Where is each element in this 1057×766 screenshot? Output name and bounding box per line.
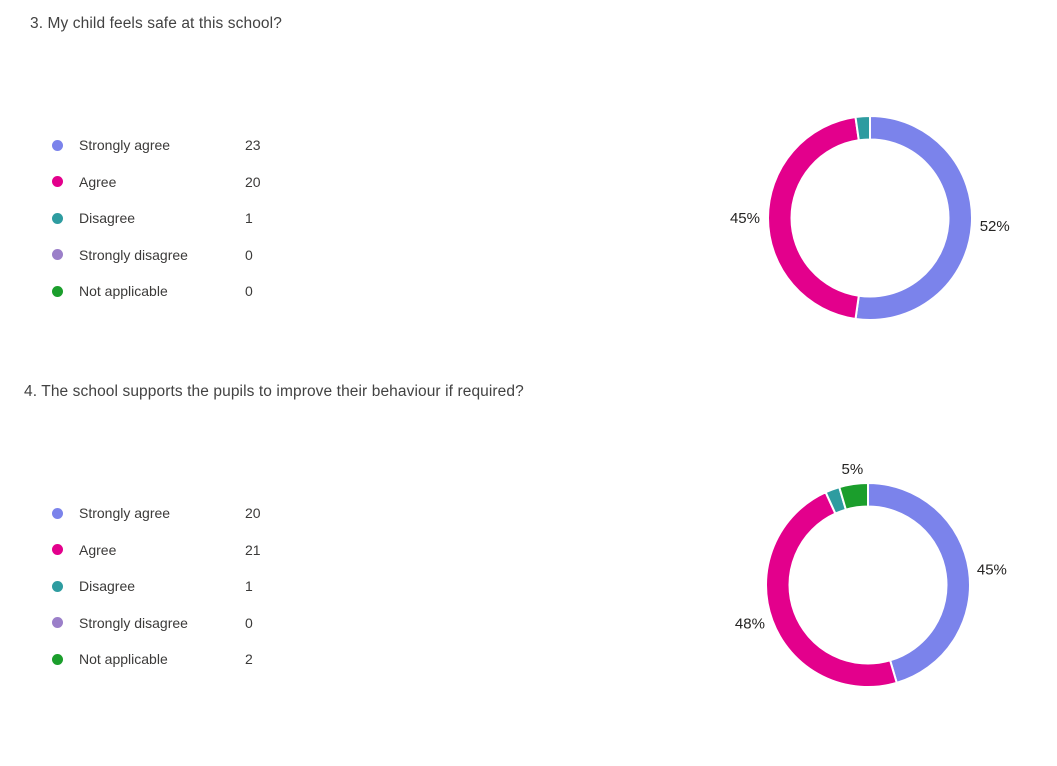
donut-slice-disagree [854, 114, 871, 142]
legend-item-strongly-disagree: Strongly disagree 0 [52, 605, 261, 642]
legend-color-dot [52, 544, 63, 556]
question-4-title: 4. The school supports the pupils to imp… [24, 383, 524, 400]
legend-label: Disagree [79, 578, 136, 595]
legend-color-dot [52, 580, 63, 592]
legend-label: Strongly agree [79, 505, 171, 522]
legend-label: Strongly disagree [79, 614, 188, 631]
legend-label: Agree [79, 173, 117, 190]
legend-item-strongly-agree: Strongly agree 23 [52, 127, 261, 164]
donut-slice-agree [767, 115, 860, 321]
legend-color-dot [52, 617, 63, 629]
legend-count: 1 [245, 210, 253, 227]
legend-color-dot [52, 249, 63, 261]
legend-count: 20 [245, 505, 261, 522]
legend-color-dot [52, 176, 63, 188]
donut-slice-strongly-agree [854, 114, 973, 321]
donut-slice-strongly-agree [867, 481, 971, 685]
legend-label: Strongly agree [79, 137, 171, 154]
question-3-title: 3. My child feels safe at this school? [30, 15, 282, 32]
legend-item-disagree: Disagree 1 [52, 568, 261, 605]
legend-label: Not applicable [79, 283, 168, 300]
legend-item-not-applicable: Not applicable 2 [52, 641, 261, 678]
legend-item-agree: Agree 21 [52, 532, 261, 569]
legend-item-agree: Agree 20 [52, 164, 261, 201]
donut-slice-not-applicable [838, 481, 869, 511]
donut-percent-label-not-applicable: 5% [842, 461, 864, 478]
question-3-legend: Strongly agree 23 Agree 20 Disagree 1 Strongly… [52, 127, 261, 310]
question-4-donut-chart: 45% 48% 5% [735, 461, 1007, 688]
donut-percent-label-agree: 45% [730, 210, 760, 227]
legend-count: 21 [245, 541, 261, 558]
legend-item-disagree: Disagree 1 [52, 200, 261, 237]
legend-color-dot [52, 212, 63, 224]
question-3-donut-chart: 52% 45% [730, 114, 1010, 321]
donut-percent-label-agree: 48% [735, 615, 765, 632]
legend-label: Disagree [79, 210, 136, 227]
legend-count: 2 [245, 651, 253, 668]
legend-count: 0 [245, 283, 253, 300]
legend-item-strongly-agree: Strongly agree 20 [52, 495, 261, 532]
legend-item-strongly-disagree: Strongly disagree 0 [52, 237, 261, 274]
question-4-legend: Strongly agree 20 Agree 21 Disagree 1 Strongly… [52, 495, 261, 678]
legend-count: 23 [245, 137, 261, 154]
legend-label: Agree [79, 541, 117, 558]
legend-color-dot [52, 285, 63, 297]
legend-color-dot [52, 653, 63, 665]
legend-count: 20 [245, 173, 261, 190]
legend-color-dot [52, 507, 63, 519]
donut-percent-label-strongly-agree: 45% [977, 561, 1007, 578]
legend-count: 1 [245, 578, 253, 595]
donut-slice-agree [765, 490, 898, 688]
legend-color-dot [52, 139, 63, 151]
donut-percent-label-strongly-agree: 52% [980, 218, 1010, 235]
legend-item-not-applicable: Not applicable 0 [52, 273, 261, 310]
legend-label: Not applicable [79, 651, 168, 668]
legend-count: 0 [245, 246, 253, 263]
legend-label: Strongly disagree [79, 246, 188, 263]
legend-count: 0 [245, 614, 253, 631]
